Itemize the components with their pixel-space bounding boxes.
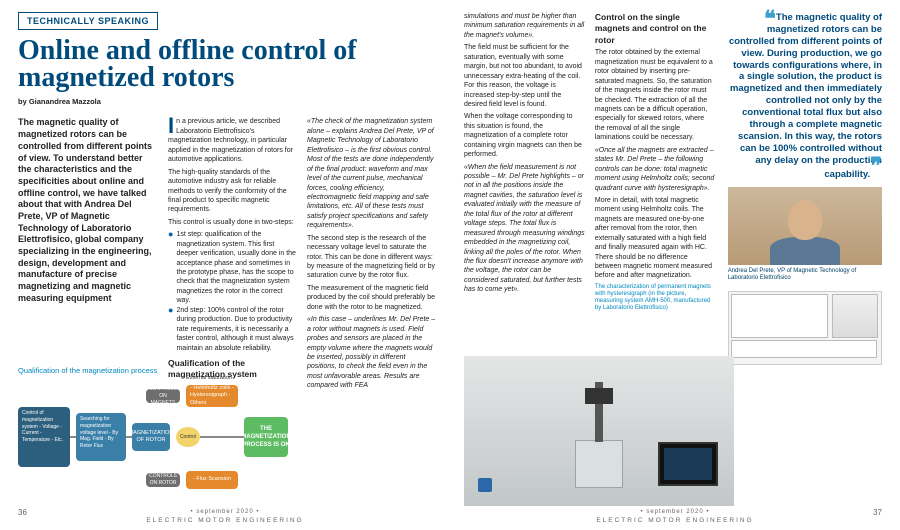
body-paragraph: In a previous article, we described Labo… bbox=[168, 117, 297, 164]
body-paragraph: «In this case – underlines Mr. Del Prete… bbox=[307, 315, 436, 391]
left-columns: The magnetic quality of magnetized rotor… bbox=[18, 117, 436, 390]
instrument-monitor bbox=[658, 442, 718, 486]
dropcap: I bbox=[168, 117, 176, 136]
bullet-icon: ● bbox=[168, 306, 173, 353]
body-columns-left: In a previous article, we described Labo… bbox=[168, 117, 436, 390]
instrument-base bbox=[575, 440, 623, 488]
intro-standfirst: The magnetic quality of magnetized rotor… bbox=[18, 117, 156, 390]
body-paragraph: The high-quality standards of the automo… bbox=[168, 168, 297, 215]
page-number: 36 bbox=[18, 508, 27, 519]
pull-quote: ❝The magnetic quality of magnetized roto… bbox=[728, 12, 882, 181]
diagram-box-ctrlmagnets: CONTROLS ON MAGNETS bbox=[146, 389, 180, 403]
diagram-arrow bbox=[70, 436, 76, 438]
body-paragraph: The second step is the research of the n… bbox=[307, 234, 436, 281]
page-number: 37 bbox=[873, 508, 882, 519]
body-paragraph: This control is usually done in two-step… bbox=[168, 218, 297, 227]
page-footer-right: 37 • september 2020 • ELECTRIC MOTOR ENG… bbox=[450, 508, 900, 526]
diagram-title: Qualification of the magnetization proce… bbox=[18, 366, 288, 376]
bullet-icon: ● bbox=[168, 230, 173, 306]
step-bullet: ●1st step: qualification of the magnetiz… bbox=[168, 230, 297, 306]
portrait-caption: Andrea Del Prete, VP of Magnetic Technol… bbox=[728, 268, 882, 282]
screenshot-panel bbox=[731, 294, 828, 338]
page-right: simulations and must be higher than mini… bbox=[450, 0, 900, 530]
brand-badge bbox=[478, 478, 492, 492]
screenshot-panel bbox=[832, 294, 878, 338]
diagram-box-flux: - Flux Scansion bbox=[186, 471, 238, 489]
body-paragraph: «When the field measurement is not possi… bbox=[464, 163, 585, 295]
body-columns-right: simulations and must be higher than mini… bbox=[464, 12, 716, 369]
closequote-icon: ❞ bbox=[870, 153, 882, 178]
diagram-box-magrotor: MAGNETIZATION OF ROTOR bbox=[132, 423, 170, 451]
software-screenshot bbox=[728, 291, 882, 365]
diagram-arrow bbox=[200, 436, 244, 438]
body-paragraph: The rotor obtained by the external magne… bbox=[595, 48, 716, 142]
step-bullet: ●2nd step: 100% control of the rotor dur… bbox=[168, 306, 297, 353]
body-paragraph: When the voltage corresponding to this s… bbox=[464, 112, 585, 159]
diagram-box-search: Searching for magnetization voltage leve… bbox=[76, 413, 126, 461]
portrait-head bbox=[788, 200, 822, 240]
diagram-box-ok: THE MAGNETIZATION PROCESS IS OK bbox=[244, 417, 288, 457]
diagram-control-node: Control bbox=[176, 427, 200, 447]
category-tag: TECHNICALLY SPEAKING bbox=[18, 12, 158, 30]
body-paragraph: «Once all the magnets are extracted – st… bbox=[595, 146, 716, 193]
page-left: TECHNICALLY SPEAKING Online and offline … bbox=[0, 0, 450, 530]
footer-date: • september 2020 • bbox=[0, 508, 450, 516]
screenshot-panel bbox=[731, 340, 877, 358]
portrait-shoulders bbox=[770, 237, 840, 265]
figure-caption: The characterization of permanent magnet… bbox=[595, 284, 716, 313]
footer-magazine: ELECTRIC MOTOR ENGINEERING bbox=[146, 517, 303, 524]
instrument-sensor bbox=[585, 388, 613, 404]
diagram-label-external: External saturation bbox=[186, 375, 232, 382]
right-columns: simulations and must be higher than mini… bbox=[464, 12, 882, 369]
footer-date: • september 2020 • bbox=[450, 508, 900, 516]
subheading: Control on the single magnets and contro… bbox=[595, 12, 716, 46]
diagram-box-ctrlrotor: CONTROLS ON ROTOR bbox=[146, 473, 180, 487]
body-paragraph: More in detail, with total magnetic mome… bbox=[595, 196, 716, 281]
instrument-photo bbox=[464, 356, 734, 506]
byline: by Gianandrea Mazzola bbox=[18, 97, 436, 107]
sidebar-right: ❝The magnetic quality of magnetized roto… bbox=[728, 12, 882, 369]
article-headline: Online and offline control of magnetized… bbox=[18, 38, 436, 91]
diagram-box-control: Control of magnetization system - Voltag… bbox=[18, 407, 70, 467]
body-paragraph: The field must be sufficient for the sat… bbox=[464, 43, 585, 109]
body-paragraph: The measurement of the magnetic field pr… bbox=[307, 284, 436, 312]
body-paragraph: simulations and must be higher than mini… bbox=[464, 12, 585, 40]
author-portrait bbox=[728, 187, 882, 265]
footer-magazine: ELECTRIC MOTOR ENGINEERING bbox=[596, 517, 753, 524]
diagram-box-helmholtz: - Helmholtz coils - Hysteresigraph - Oth… bbox=[186, 385, 238, 407]
page-footer-left: 36 • september 2020 • ELECTRIC MOTOR ENG… bbox=[0, 508, 450, 526]
body-paragraph: «The check of the magnetization system a… bbox=[307, 117, 436, 230]
process-diagram: Qualification of the magnetization proce… bbox=[18, 366, 288, 506]
diagram-arrow bbox=[126, 436, 132, 438]
